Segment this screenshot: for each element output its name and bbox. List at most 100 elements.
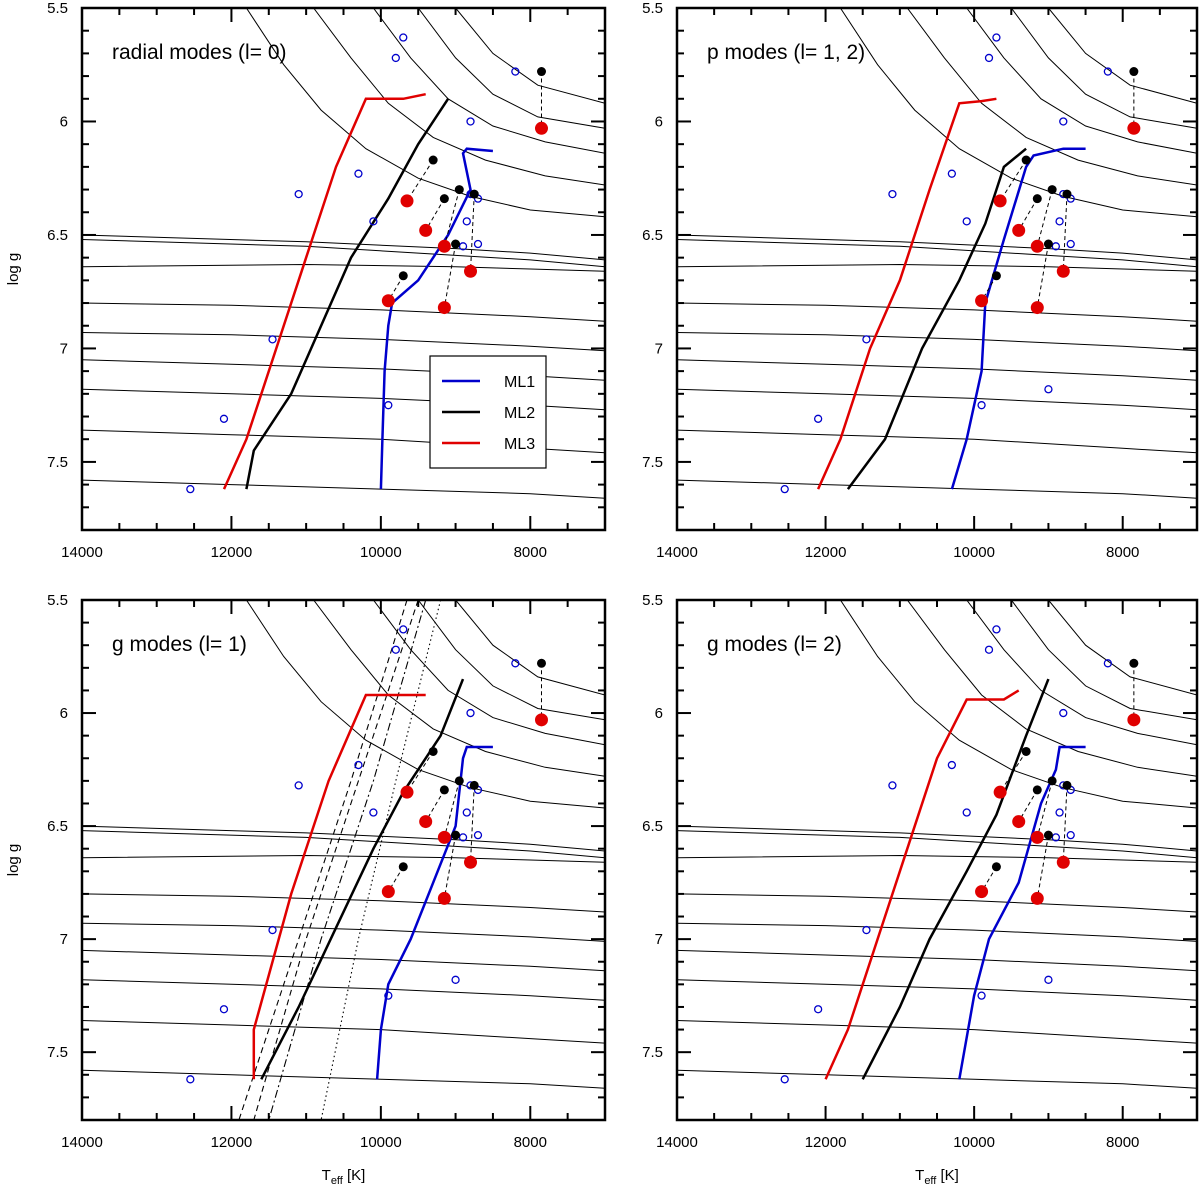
open-point: [294, 781, 303, 790]
open-point: [354, 760, 363, 770]
red-point: [975, 294, 989, 308]
open-point: [369, 808, 378, 817]
panel-3: 14000 12000 10000 8000 5.5 6 6.5 7 7.5 log g Teff …: [5, 592, 607, 1187]
track-line: [417, 600, 605, 721]
open-point: [813, 414, 823, 423]
black-point: [1129, 658, 1139, 668]
pair-connector: [470, 194, 475, 272]
ml2-blue-edge: [260, 678, 465, 1080]
instability-edge-dotted: [320, 600, 442, 1120]
black-point: [1129, 67, 1139, 77]
pair-connector: [1036, 780, 1053, 838]
black-point: [991, 862, 1001, 872]
black-point: [536, 658, 546, 668]
track-line: [906, 600, 1197, 777]
y-tick-label: 6: [60, 705, 68, 722]
y-tick-label: 7.5: [47, 454, 68, 471]
red-point: [534, 713, 548, 727]
open-point: [466, 708, 475, 718]
track-line: [313, 8, 605, 186]
x-tick-label: 10000: [953, 544, 995, 561]
ml1-blue-edge: [375, 745, 493, 1080]
black-point: [1062, 189, 1072, 199]
pair-connector: [999, 751, 1027, 793]
open-point: [1066, 830, 1075, 840]
red-point: [381, 885, 395, 899]
track-line: [1010, 600, 1197, 721]
pair-connector: [406, 159, 434, 202]
open-point: [780, 1075, 789, 1084]
x-tick-label: 14000: [656, 544, 698, 561]
black-point: [428, 155, 438, 165]
y-tick-label: 7: [60, 931, 68, 948]
track-line: [677, 979, 1197, 1001]
red-point: [1030, 830, 1044, 844]
open-point: [813, 1005, 823, 1014]
red-point: [419, 223, 433, 237]
black-point: [536, 67, 546, 77]
open-point: [780, 484, 789, 494]
open-point: [391, 53, 400, 63]
track-line: [677, 825, 1197, 852]
pair-connector: [1036, 243, 1049, 308]
pair-connector: [470, 785, 475, 863]
x-tick-label: 10000: [953, 1134, 995, 1151]
track-line: [417, 8, 605, 129]
panel-4: 14000 12000 10000 8000 5.5 6 6.5 7 7.5 Teff [K] g …: [642, 592, 1199, 1187]
x-tick-label: 8000: [514, 544, 547, 561]
open-point: [268, 925, 277, 935]
open-point: [1059, 117, 1068, 126]
y-tick-label: 5.5: [642, 0, 663, 17]
red-point: [975, 885, 989, 899]
open-point: [1103, 659, 1113, 668]
plot-area: [677, 8, 1197, 499]
x-axis-title: Teff [K]: [915, 1167, 959, 1187]
y-tick-label: 6.5: [47, 818, 68, 835]
panel-title: g modes (l= 1): [112, 633, 247, 656]
open-point: [354, 169, 363, 178]
y-tick-label: 6.5: [642, 227, 663, 244]
ml2-blue-edge: [861, 678, 1050, 1080]
open-point: [992, 33, 1001, 42]
red-point: [1012, 223, 1026, 237]
open-point: [977, 991, 986, 1000]
open-point: [1051, 833, 1061, 842]
ml1-blue-edge: [958, 745, 1086, 1080]
track-line: [82, 479, 605, 499]
red-point: [464, 264, 478, 278]
black-point: [451, 239, 461, 249]
red-point: [534, 121, 548, 135]
track-line: [906, 8, 1197, 186]
open-point: [1055, 217, 1064, 226]
black-point: [451, 830, 461, 840]
open-point: [294, 189, 303, 199]
track-line: [82, 332, 605, 352]
track-line: [82, 234, 605, 261]
legend-label-ml3: ML3: [504, 436, 535, 453]
ml2-blue-edge: [846, 147, 1027, 490]
open-point: [473, 830, 483, 840]
panel-title: g modes (l= 2): [707, 633, 842, 656]
red-point: [1012, 815, 1026, 829]
panel-title: p modes (l= 1, 2): [707, 41, 865, 64]
open-point: [511, 67, 520, 76]
open-point: [458, 242, 468, 251]
open-point: [984, 53, 994, 63]
track-line: [82, 1020, 605, 1044]
red-point: [419, 815, 433, 829]
ml3-blue-edge: [222, 92, 426, 490]
black-point: [1047, 776, 1057, 786]
red-point: [437, 301, 451, 315]
open-point: [384, 401, 393, 410]
open-point: [462, 808, 471, 817]
track-line: [82, 263, 605, 272]
open-point: [888, 189, 897, 199]
black-point: [439, 785, 449, 795]
red-point: [1030, 301, 1044, 315]
track-line: [82, 429, 605, 454]
instability-edge-dashed: [238, 600, 408, 1120]
track-line: [677, 263, 1197, 272]
instability-edge-dashdot: [268, 600, 427, 1120]
track-line: [677, 830, 1197, 859]
pair-connector: [999, 159, 1027, 202]
